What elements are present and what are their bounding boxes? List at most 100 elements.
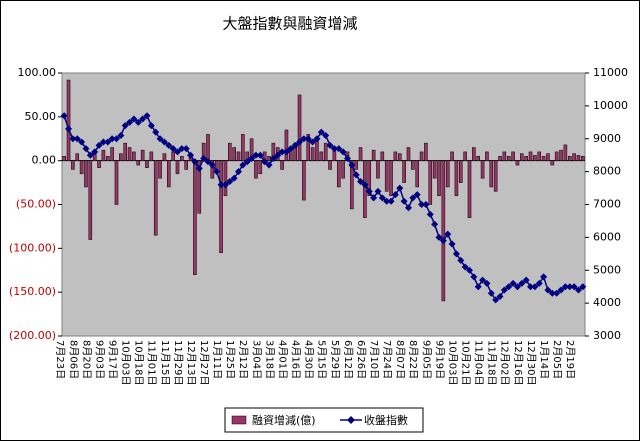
bar (550, 160, 555, 166)
x-tick-label: 5月29日 (329, 340, 341, 379)
bar (389, 160, 393, 196)
index-marker (160, 138, 168, 146)
index-marker (309, 138, 317, 146)
index-marker (470, 273, 478, 281)
x-tick-label: 1月25日 (224, 340, 236, 379)
index-marker (352, 171, 360, 179)
bar (258, 160, 263, 175)
y2-tick-label: 11000 (593, 66, 628, 79)
index-marker (548, 289, 556, 297)
index-marker (182, 145, 190, 153)
x-tick-label: 2月19日 (564, 340, 576, 379)
bar (306, 134, 311, 161)
index-marker (187, 151, 195, 159)
y-tick-label: 100.00 (18, 66, 57, 79)
index-marker (330, 145, 338, 153)
index-marker (91, 148, 99, 156)
bar (232, 147, 236, 161)
x-tick-label: 3月04日 (250, 340, 262, 379)
index-marker (518, 279, 526, 287)
bar (463, 151, 467, 161)
index-marker (117, 131, 125, 139)
index-marker (313, 135, 321, 143)
bar (428, 160, 433, 205)
bar (180, 156, 184, 161)
x-tick-label: 4月30日 (303, 340, 315, 379)
x-tick-label: 4月16日 (290, 340, 302, 379)
bar (219, 160, 223, 253)
bar (105, 156, 110, 161)
index-marker (409, 194, 417, 202)
x-tick-label: 7月10日 (368, 340, 380, 379)
index-marker (287, 145, 295, 153)
x-tick-label: 10月03日 (120, 340, 132, 385)
index-marker (574, 286, 582, 294)
index-marker (426, 210, 434, 218)
index-marker (448, 240, 456, 248)
x-tick-label: 10月18日 (133, 340, 145, 385)
index-marker (326, 141, 334, 149)
index-marker (139, 115, 147, 123)
index-marker (269, 154, 277, 162)
bar (576, 155, 581, 161)
y2-tick-label: 6000 (593, 230, 621, 243)
index-marker (104, 138, 112, 146)
bar (206, 134, 210, 161)
bar (493, 160, 498, 192)
y2-tick-label: 10000 (593, 99, 628, 112)
index-marker (204, 158, 212, 166)
y2-tick-label: 9000 (593, 132, 621, 145)
bar (572, 153, 576, 161)
index-marker (217, 181, 225, 189)
index-marker (248, 154, 256, 162)
bar (145, 160, 149, 168)
bar (175, 160, 180, 175)
bar (132, 151, 136, 161)
index-marker (566, 283, 574, 291)
index-marker (322, 131, 330, 139)
bar (193, 160, 197, 275)
bar (149, 151, 154, 161)
bar (472, 147, 476, 161)
bar (310, 147, 315, 161)
index-marker (540, 273, 548, 281)
bar (210, 160, 215, 179)
bar (393, 151, 398, 161)
bar (79, 160, 84, 175)
index-marker (474, 283, 482, 291)
bar (184, 160, 188, 170)
index-marker (121, 122, 129, 130)
index-marker (439, 237, 447, 245)
index-marker (557, 286, 565, 294)
index-marker (400, 197, 408, 205)
bar (411, 160, 415, 170)
legend-marker (347, 416, 355, 424)
bar (520, 153, 524, 161)
index-marker (343, 154, 351, 162)
y2-tick-label: 5000 (593, 263, 621, 276)
x-tick-label: 6月12日 (342, 340, 354, 379)
bar (406, 147, 411, 161)
bar (297, 94, 302, 161)
bar (123, 142, 127, 161)
bar (511, 151, 515, 161)
y-tick-label: 0.00 (32, 154, 57, 167)
x-tick-label: 7月23日 (54, 340, 66, 379)
index-marker (173, 148, 181, 156)
bar (419, 151, 424, 161)
x-tick-label: 12月02日 (499, 340, 511, 385)
x-tick-label: 6月26日 (355, 340, 367, 379)
index-marker (200, 154, 208, 162)
index-marker (65, 125, 73, 133)
x-tick-label: 5月15日 (316, 340, 328, 379)
index-marker (282, 148, 290, 156)
x-tick-label: 12月27日 (198, 340, 210, 385)
index-marker (479, 276, 487, 284)
y2-tick-label: 7000 (593, 198, 621, 211)
x-tick-label: 8月07日 (394, 340, 406, 379)
legend-label: 收盤指數 (364, 413, 408, 427)
bar (158, 160, 162, 179)
x-tick-label: 9月03日 (93, 340, 105, 379)
bar (537, 151, 542, 161)
bar (467, 160, 472, 218)
